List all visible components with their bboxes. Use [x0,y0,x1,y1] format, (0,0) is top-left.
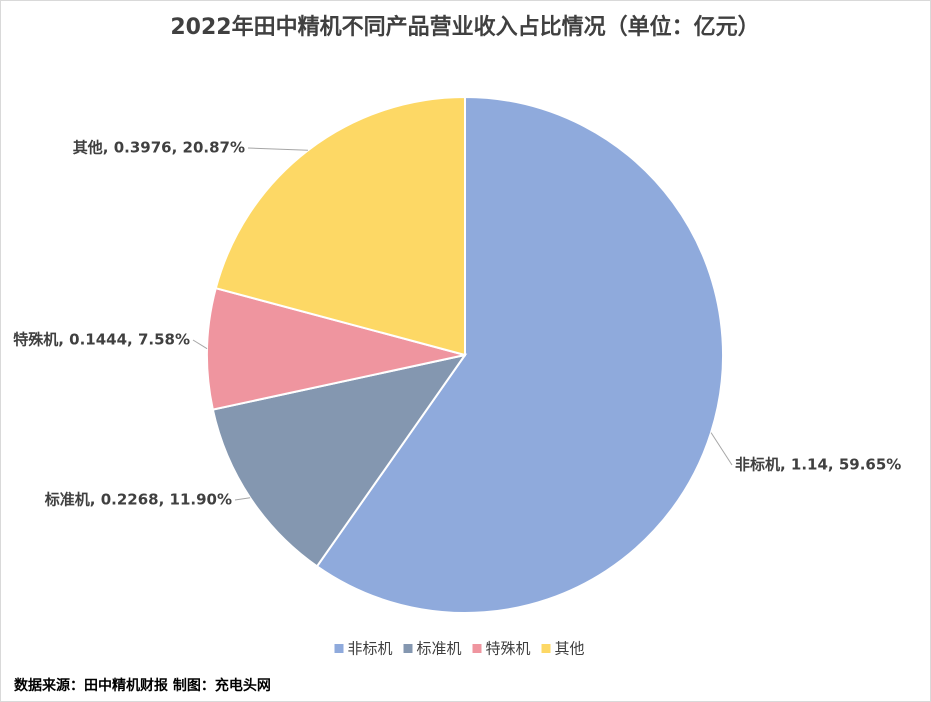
data-label: 其他, 0.3976, 20.87% [73,139,245,157]
legend-label: 非标机 [348,640,393,658]
legend-swatch [334,644,344,653]
legend-label: 标准机 [417,640,462,658]
pie-slice [206,286,466,411]
legend-label: 特殊机 [486,640,531,658]
pie-slice [214,95,466,357]
data-label: 特殊机, 0.1444, 7.58% [13,331,190,349]
source-note: 数据来源：田中精机财报 制图：充电头网 [14,677,271,694]
legend-swatch [472,644,482,653]
pie-slice [211,353,468,568]
legend-swatch [541,644,551,653]
pie-slice [315,95,724,614]
data-label: 标准机, 0.2268, 11.90% [44,491,232,509]
leader-line [192,339,208,350]
leader-line [234,497,251,501]
legend-label: 其他 [555,640,585,658]
leader-line [710,432,733,466]
data-label: 非标机, 1.14, 59.65% [735,456,901,474]
leader-line [247,147,308,151]
legend-swatch [403,644,413,653]
chart-title: 2022年田中精机不同产品营业收入占比情况（单位：亿元） [170,14,759,40]
